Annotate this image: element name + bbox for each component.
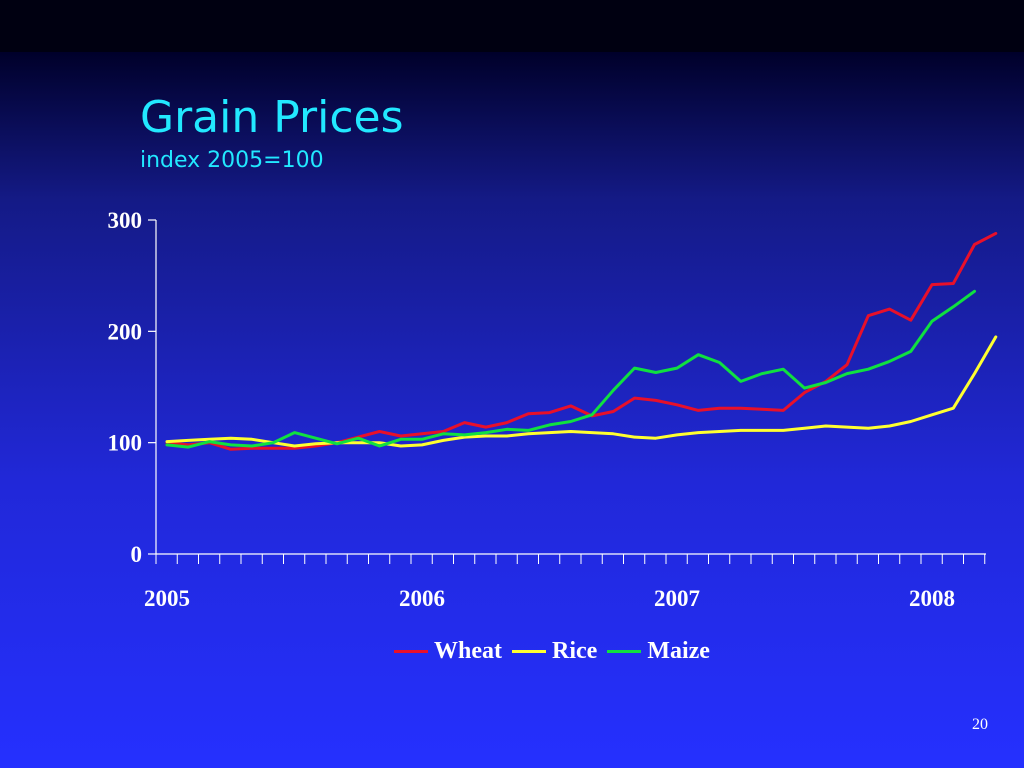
- y-tick-label-100: 100: [108, 431, 143, 456]
- legend-label-wheat: Wheat: [434, 638, 502, 664]
- x-tick-label-2006: 2006: [399, 586, 445, 611]
- y-tick-label-0: 0: [131, 542, 143, 567]
- legend-label-rice: Rice: [552, 638, 598, 664]
- x-tick-label-2008: 2008: [909, 586, 955, 611]
- chart-axes: 0 100 200 300 2005 2006 2007 2008: [108, 208, 986, 611]
- y-tick-label-300: 300: [108, 208, 143, 233]
- legend-swatch-rice: [512, 650, 546, 653]
- legend-item-wheat: Wheat: [394, 638, 502, 665]
- x-tick-label-2005: 2005: [144, 586, 190, 611]
- slide-subtitle: index 2005=100: [140, 148, 324, 173]
- legend-swatch-wheat: [394, 650, 428, 653]
- series-line-maize: [165, 289, 976, 449]
- series-line-rice: [165, 335, 998, 448]
- legend-swatch-maize: [607, 650, 642, 653]
- x-tick-label-2007: 2007: [654, 586, 700, 611]
- page-number: 20: [972, 716, 988, 733]
- y-tick-label-200: 200: [108, 319, 143, 344]
- slide-title: Grain Prices: [140, 92, 404, 143]
- chart-series: [165, 231, 998, 451]
- chart-legend: Wheat Rice Maize: [394, 638, 720, 665]
- legend-label-maize: Maize: [647, 638, 710, 664]
- legend-item-maize: Maize: [607, 638, 710, 665]
- legend-item-rice: Rice: [512, 638, 597, 665]
- series-line-wheat: [165, 231, 998, 451]
- top-band: [0, 0, 1024, 52]
